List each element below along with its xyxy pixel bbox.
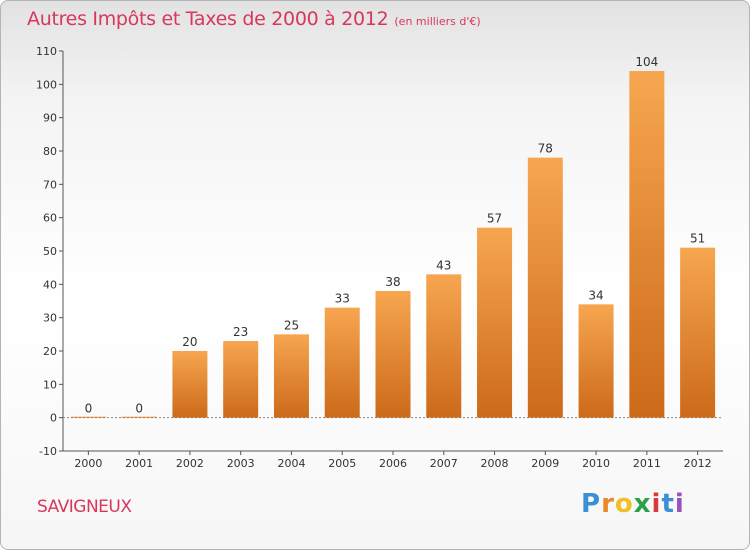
x-tick-label: 2007 bbox=[430, 457, 458, 470]
proxiti-logo: Proxiti bbox=[581, 489, 685, 519]
x-tick-label: 2012 bbox=[684, 457, 712, 470]
data-label: 38 bbox=[385, 275, 400, 289]
data-label: 23 bbox=[233, 325, 248, 339]
data-label: 25 bbox=[284, 318, 299, 332]
bar bbox=[629, 71, 665, 418]
bar bbox=[578, 304, 614, 418]
title-unit: (en milliers d'€) bbox=[394, 15, 481, 28]
title-main: Autres Impôts et Taxes de 2000 à 2012 bbox=[27, 8, 389, 30]
x-tick-label: 2006 bbox=[379, 457, 407, 470]
data-label: 0 bbox=[135, 402, 143, 416]
chart-title: Autres Impôts et Taxes de 2000 à 2012 (en… bbox=[27, 8, 481, 30]
y-tick-label: 100 bbox=[36, 78, 57, 91]
x-tick-label: 2005 bbox=[328, 457, 356, 470]
bar bbox=[172, 351, 208, 418]
y-tick-label: 80 bbox=[43, 145, 57, 158]
x-tick-label: 2011 bbox=[633, 457, 661, 470]
bar bbox=[70, 416, 106, 418]
x-tick-label: 2000 bbox=[74, 457, 102, 470]
y-tick-label: 70 bbox=[43, 178, 57, 191]
y-tick-label: -10 bbox=[39, 445, 57, 458]
x-tick-label: 2008 bbox=[481, 457, 509, 470]
commune-name: SAVIGNEUX bbox=[37, 497, 132, 517]
data-label: 34 bbox=[588, 288, 603, 302]
data-label: 0 bbox=[85, 402, 93, 416]
bar bbox=[121, 416, 157, 418]
y-tick-label: 10 bbox=[43, 378, 57, 391]
data-label: 57 bbox=[487, 212, 502, 226]
y-tick-label: 110 bbox=[36, 45, 57, 58]
y-tick-label: 30 bbox=[43, 312, 57, 325]
bar bbox=[375, 291, 411, 418]
x-tick-label: 2009 bbox=[531, 457, 559, 470]
x-tick-label: 2003 bbox=[227, 457, 255, 470]
y-tick-label: 90 bbox=[43, 112, 57, 125]
bar bbox=[477, 227, 513, 418]
bar bbox=[223, 341, 259, 418]
bar bbox=[426, 274, 462, 418]
y-tick-label: 20 bbox=[43, 345, 57, 358]
bar bbox=[324, 307, 360, 418]
data-label: 51 bbox=[690, 232, 705, 246]
x-tick-label: 2001 bbox=[125, 457, 153, 470]
data-label: 33 bbox=[335, 292, 350, 306]
y-tick-label: 60 bbox=[43, 212, 57, 225]
data-label: 20 bbox=[182, 335, 197, 349]
x-tick-label: 2004 bbox=[277, 457, 305, 470]
x-tick-label: 2002 bbox=[176, 457, 204, 470]
bar bbox=[680, 247, 716, 418]
y-tick-label: 50 bbox=[43, 245, 57, 258]
bar bbox=[527, 157, 563, 418]
y-tick-label: 40 bbox=[43, 278, 57, 291]
data-label: 78 bbox=[538, 142, 553, 156]
y-tick-label: 0 bbox=[50, 412, 57, 425]
data-label: 104 bbox=[635, 55, 658, 69]
bar bbox=[273, 334, 309, 418]
data-label: 43 bbox=[436, 258, 451, 272]
x-tick-label: 2010 bbox=[582, 457, 610, 470]
